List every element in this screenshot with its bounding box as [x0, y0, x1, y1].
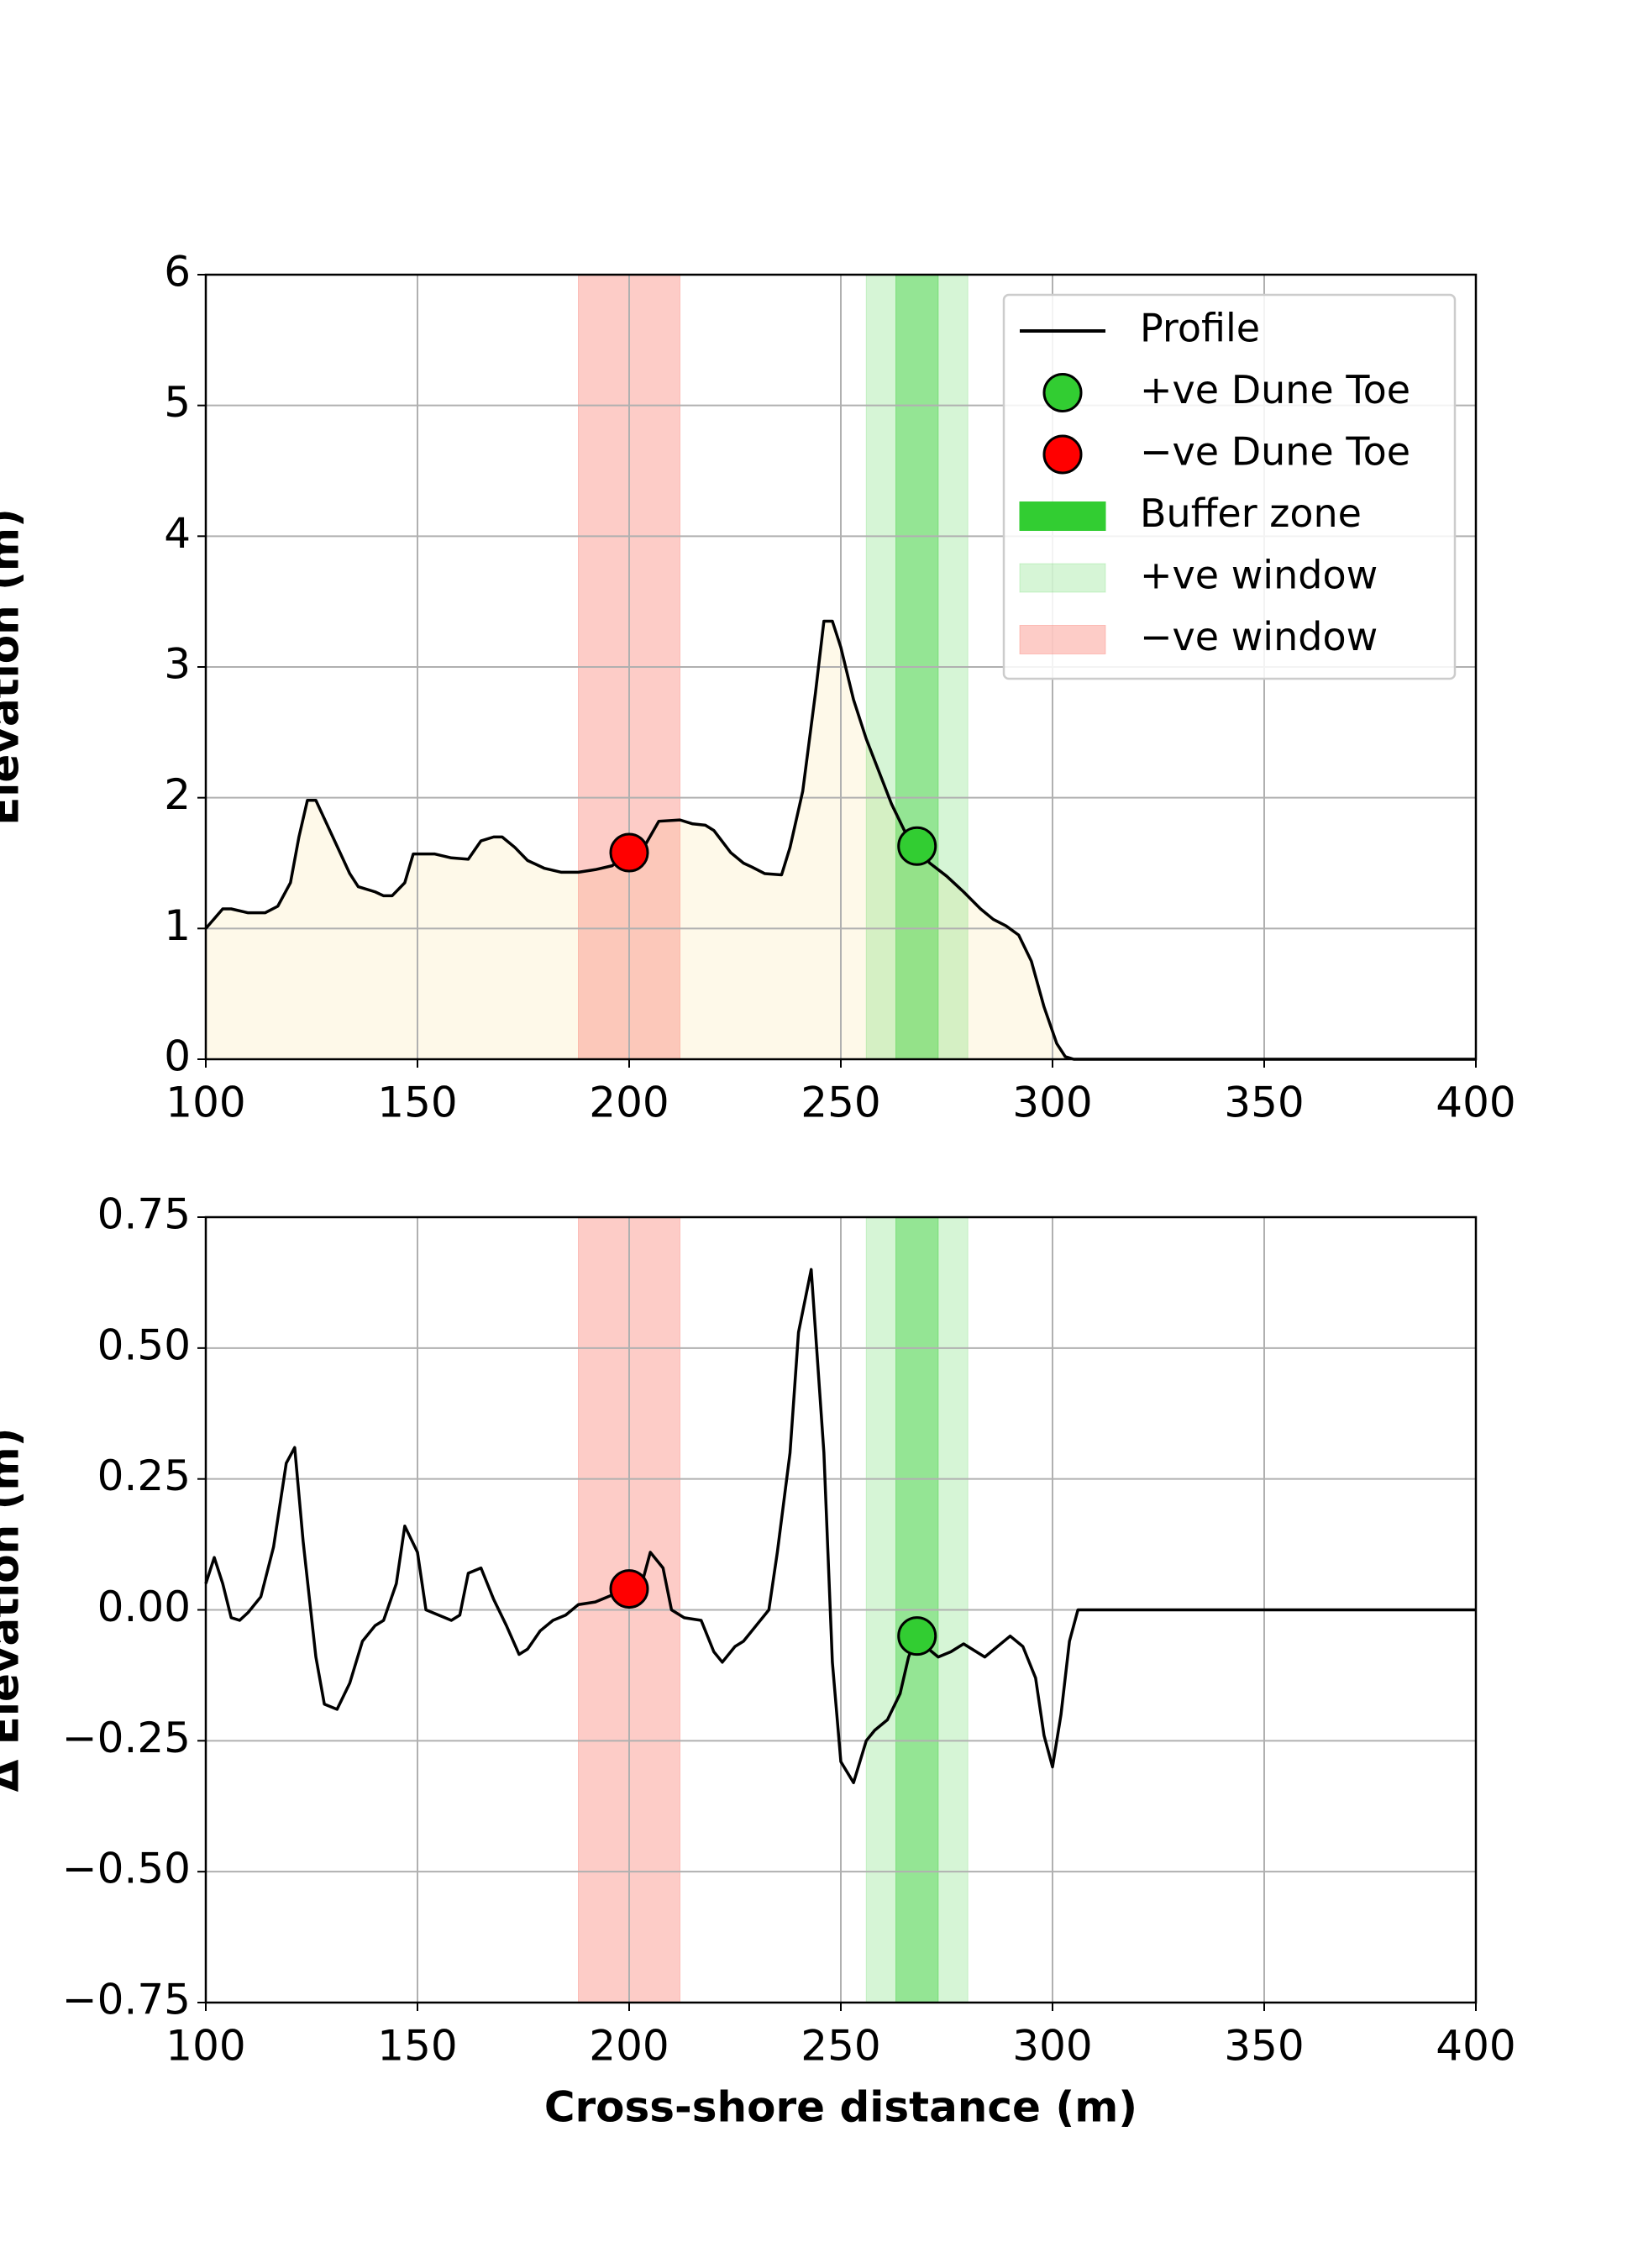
legend-label: Buffer zone	[1140, 491, 1362, 536]
x-tick-label: 300	[1012, 2022, 1092, 2071]
x-tick-label: 300	[1012, 1079, 1092, 1127]
x-tick-label: 150	[377, 1079, 457, 1127]
y-tick-label: −0.50	[62, 1845, 191, 1893]
x-tick-label: 100	[165, 1079, 245, 1127]
y-tick-label: 0.25	[97, 1452, 191, 1500]
x-tick-label: 400	[1436, 1079, 1515, 1127]
dune-toe-marker	[609, 1569, 649, 1609]
x-tick-label: 350	[1224, 1079, 1304, 1127]
legend-label: −ve window	[1140, 614, 1378, 659]
y-tick-label: −0.75	[62, 1976, 191, 2024]
x-tick-label: 350	[1224, 2022, 1304, 2071]
y-axis-label: Δ Elevation (m)	[0, 1428, 29, 1793]
profile-line	[204, 619, 1476, 1061]
legend-label: Profile	[1140, 306, 1260, 351]
y-tick-label: 3	[164, 640, 191, 689]
dune-toe-marker	[897, 826, 937, 866]
y-tick-label: −0.25	[62, 1714, 191, 1762]
x-tick-label: 150	[377, 2022, 457, 2071]
x-axis-label: Cross-shore distance (m)	[544, 2083, 1137, 2132]
y-tick-label: 1	[164, 901, 191, 950]
legend-patch	[1019, 563, 1106, 593]
dune-toe-marker	[897, 1616, 937, 1656]
legend-patch	[1019, 501, 1106, 531]
y-tick-label: 6	[164, 248, 191, 297]
y-tick-label: 0.50	[97, 1320, 191, 1369]
x-tick-label: 100	[165, 2022, 245, 2071]
x-tick-label: 250	[801, 1079, 880, 1127]
dune-toe-marker	[609, 832, 649, 873]
axes-frame	[204, 1215, 1478, 2004]
x-tick-label: 400	[1436, 2022, 1515, 2071]
profile-line	[204, 1268, 1476, 1784]
y-tick-label: 4	[164, 509, 191, 558]
legend-label: −ve Dune Toe	[1140, 429, 1410, 475]
y-axis-label: Elevation (m)	[0, 508, 29, 826]
x-tick-label: 200	[589, 1079, 669, 1127]
legend-box	[1002, 293, 1457, 680]
legend-label: +ve Dune Toe	[1140, 367, 1410, 412]
axes-frame	[204, 273, 1478, 1061]
legend-marker	[1042, 373, 1083, 412]
x-tick-label: 200	[589, 2022, 669, 2071]
legend-label: +ve window	[1140, 553, 1378, 598]
legend-marker	[1042, 434, 1083, 475]
legend-patch	[1019, 625, 1106, 654]
y-tick-label: 0.00	[97, 1583, 191, 1631]
y-tick-label: 5	[164, 378, 191, 427]
y-tick-label: 2	[164, 770, 191, 819]
y-tick-label: 0	[164, 1032, 191, 1081]
y-tick-label: 0.75	[97, 1190, 191, 1239]
x-tick-label: 250	[801, 2022, 880, 2071]
legend: Profile +ve Dune Toe −ve Dune Toe Buffer zo…	[1002, 293, 1457, 680]
